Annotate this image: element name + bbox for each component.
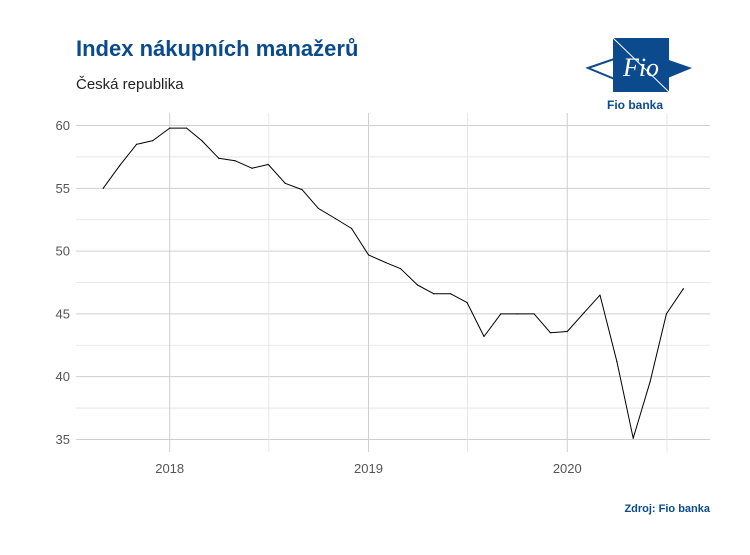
data-point <box>665 313 668 315</box>
fio-logo-icon: Fio <box>585 37 692 93</box>
series-line <box>102 127 684 439</box>
data-point <box>334 217 336 220</box>
logo-right-flag <box>663 58 692 80</box>
data-point <box>218 157 220 159</box>
data-point <box>433 293 435 295</box>
data-point <box>367 254 370 256</box>
data-point <box>632 437 634 439</box>
y-tick-label: 50 <box>56 244 70 259</box>
data-point <box>251 167 253 169</box>
data-point <box>450 293 452 295</box>
y-tick-label: 55 <box>56 181 70 196</box>
logo-caption: Fio banka <box>607 98 664 112</box>
data-point <box>549 332 552 334</box>
data-point <box>185 127 188 129</box>
data-point <box>682 288 684 290</box>
data-point <box>152 140 154 142</box>
data-point <box>483 335 485 338</box>
data-point <box>500 313 502 315</box>
data-point <box>466 301 468 304</box>
data-point <box>416 284 419 286</box>
data-point <box>516 313 518 315</box>
logo-stripe <box>612 37 670 93</box>
data-point <box>301 188 303 191</box>
y-tick-label: 35 <box>56 432 70 447</box>
data-point <box>102 187 104 189</box>
data-point <box>169 127 171 129</box>
data-point <box>201 140 203 142</box>
data-point <box>234 160 236 162</box>
y-tick-label: 60 <box>56 118 70 133</box>
chart-title: Index nákupních manažerů <box>76 36 359 61</box>
data-point <box>351 227 353 230</box>
logo-mark-text: Fio <box>622 53 659 82</box>
data-point <box>384 261 386 264</box>
data-point <box>533 313 535 315</box>
grid-layer <box>76 113 710 452</box>
data-point <box>566 330 568 333</box>
y-tick-label: 45 <box>56 306 70 321</box>
x-tick-label: 2020 <box>553 461 582 476</box>
series-layer <box>102 127 684 439</box>
axis-layer: 35 40 45 50 55 60 2018 2019 2020 <box>56 118 582 476</box>
source-note: Zdroj: Fio banka <box>624 503 710 515</box>
data-point <box>135 143 138 145</box>
x-tick-label: 2018 <box>155 461 184 476</box>
data-point <box>284 182 286 184</box>
data-point <box>616 361 618 363</box>
data-point <box>400 268 402 270</box>
chart-subtitle: Česká republika <box>76 76 184 93</box>
data-point <box>599 294 601 296</box>
data-point <box>118 165 121 167</box>
data-point <box>267 163 269 166</box>
x-tick-label: 2019 <box>354 461 383 476</box>
y-tick-label: 40 <box>56 369 70 384</box>
data-point <box>317 207 319 210</box>
data-point <box>649 381 651 383</box>
data-point <box>583 312 585 314</box>
